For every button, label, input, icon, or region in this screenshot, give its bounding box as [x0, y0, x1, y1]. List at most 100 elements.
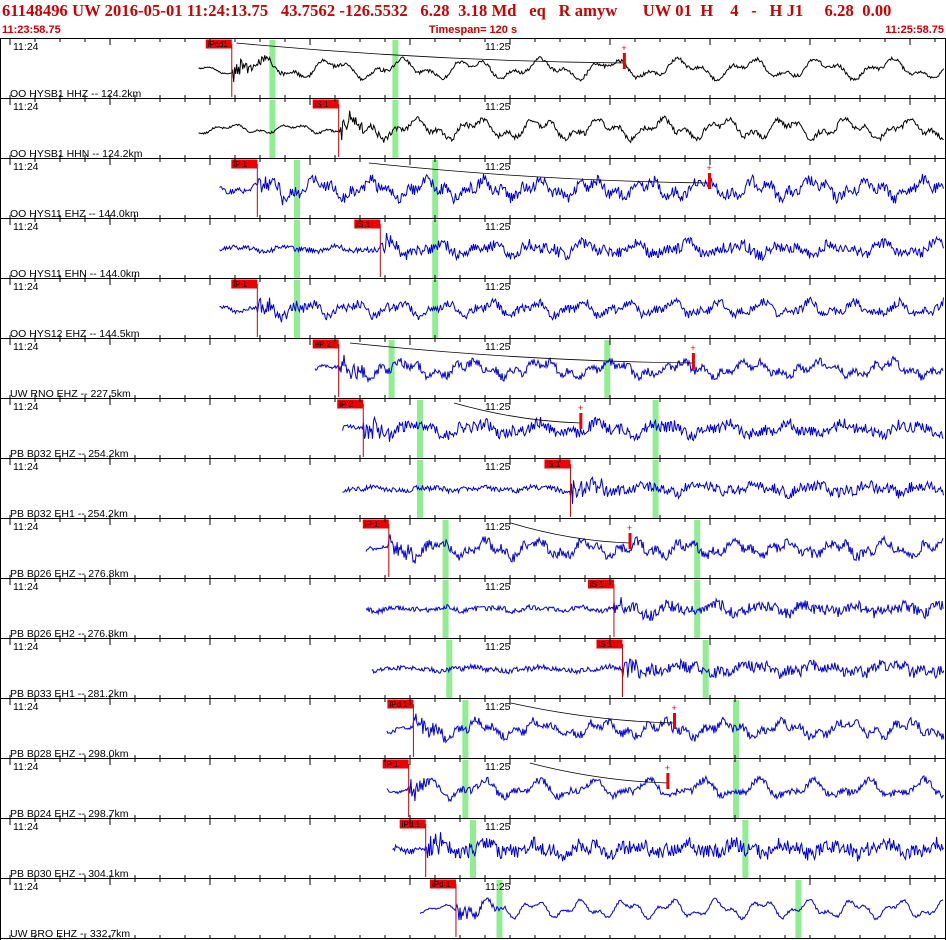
phase-window-marker: [694, 580, 701, 638]
waveform: [371, 657, 945, 680]
phase-pick-label: iP 1: [233, 160, 247, 169]
waveform: [365, 534, 944, 564]
duration-marker[interactable]: [666, 773, 670, 789]
phase-window-marker: [269, 40, 276, 98]
station-label[interactable]: PB B026 EHZ -- 276.8km: [10, 568, 129, 580]
phase-pick-box[interactable]: [362, 519, 389, 529]
station-label[interactable]: OO HYS11 EHN -- 144.0km: [10, 268, 140, 280]
event-summary-title: 61148496 UW 2016-05-01 11:24:13.75 43.75…: [2, 1, 892, 20]
phase-pick-label: iS 1: [590, 580, 604, 589]
phase-pick-box[interactable]: [337, 399, 364, 409]
duration-plus-marker: +: [671, 703, 676, 713]
station-label[interactable]: PB B032 EH1 -- 254.2km: [10, 508, 128, 520]
minute-label: 11:24: [13, 101, 39, 113]
phase-pick-box[interactable]: [387, 699, 414, 709]
phase-window-marker: [462, 760, 469, 818]
station-label[interactable]: OO HYS12 EHZ -- 144.5km: [10, 328, 140, 340]
duration-marker[interactable]: [628, 533, 632, 549]
duration-marker[interactable]: [708, 173, 711, 189]
duration-marker[interactable]: [691, 353, 695, 369]
minute-label: 11:24: [13, 701, 39, 713]
phase-pick-box[interactable]: [205, 39, 232, 49]
trace-row[interactable]: + iP 1 11:24 11:25 OO HYS11 EHZ -- 144.0km: [0, 159, 946, 220]
phase-pick-box[interactable]: [231, 279, 258, 289]
station-label[interactable]: PB B032 EHZ -- 254.2km: [10, 448, 129, 460]
trace-row[interactable]: + iP 1 11:24 11:25 PB B026 EHZ -- 276.8km: [0, 519, 946, 580]
station-label[interactable]: PB B033 EH1 -- 281.2km: [10, 688, 128, 700]
phase-window-marker: [604, 340, 611, 398]
phase-pick-box[interactable]: [399, 819, 426, 829]
minute-label: 11:24: [13, 761, 39, 773]
minute-label: 11:24: [13, 281, 39, 293]
phase-pick-box[interactable]: [587, 579, 614, 589]
phase-window-marker: [294, 280, 300, 338]
duration-plus-marker: +: [578, 403, 583, 413]
waveform: [342, 415, 944, 442]
trace-row[interactable]: iS 1 11:24 11:25 PB B032 EH1 -- 254.2km: [0, 459, 946, 520]
waveform: [219, 173, 944, 206]
phase-pick-box[interactable]: [382, 759, 409, 769]
waveform: [392, 832, 945, 862]
phase-pick-label: iS 1: [315, 100, 329, 109]
phase-window-marker: [269, 100, 276, 158]
minute-label: 11:25: [485, 161, 511, 173]
minute-label: 11:25: [485, 461, 511, 473]
minute-label: 11:24: [13, 161, 39, 173]
station-label[interactable]: OO HYSB1 HHZ -- 124.2km: [10, 88, 142, 100]
phase-pick-label: iP 1: [385, 760, 399, 769]
phase-pick-label: iPd 1: [389, 700, 408, 709]
phase-pick-box[interactable]: [429, 879, 456, 889]
trace-row[interactable]: iS 1 11:24 11:25 PB B026 EH2 -- 276.8km: [0, 579, 946, 640]
station-label[interactable]: UW RNO EHZ -- 227.5km: [10, 388, 131, 400]
station-label[interactable]: UW BRO EHZ -- 332.7km: [10, 928, 130, 940]
station-label[interactable]: OO HYS11 EHZ -- 144.0km: [10, 208, 139, 220]
trace-row[interactable]: iS 1 11:24 11:25 OO HYS11 EHN -- 144.0km: [0, 219, 946, 280]
event-header: 61148496 UW 2016-05-01 11:24:13.75 43.75…: [0, 0, 946, 39]
phase-window-marker: [652, 460, 659, 518]
station-label[interactable]: PB B024 EHZ -- 298.7km: [10, 808, 129, 820]
duration-plus-marker: +: [627, 523, 632, 533]
station-label[interactable]: PB B028 EHZ -- 298.0km: [10, 748, 129, 760]
duration-marker[interactable]: [579, 413, 583, 429]
trace-row[interactable]: iPd 1 11:24 11:25 PB B030 EHZ -- 304.1km: [0, 819, 946, 880]
phase-window-marker: [392, 100, 399, 158]
trace-row[interactable]: + iPcd1 11:24 11:25 OO HYSB1 HHZ -- 124.2km: [0, 39, 946, 100]
trace-row[interactable]: iPd 1 11:24 11:25 UW BRO EHZ -- 332.7km: [0, 879, 946, 940]
duration-plus-marker: +: [707, 163, 712, 173]
phase-window-marker: [442, 520, 449, 578]
waveform: [342, 476, 944, 504]
minute-label: 11:25: [485, 641, 511, 653]
phase-pick-box[interactable]: [544, 459, 571, 469]
trace-row[interactable]: + iPd 1 11:24 11:25 PB B028 EHZ -- 298.0km: [0, 699, 946, 760]
seismogram-panel[interactable]: + iPcd1 11:24 11:25 OO HYSB1 HHZ -- 124.2km i…: [0, 39, 946, 940]
phase-window-marker: [694, 520, 701, 578]
minute-label: 11:25: [485, 521, 511, 533]
waveform: [219, 296, 944, 323]
trace-row[interactable]: iP 1 11:24 11:25 OO HYS12 EHZ -- 144.5km: [0, 279, 946, 340]
trace-row[interactable]: + eP 2 11:24 11:25 UW RNO EHZ -- 227.5km: [0, 339, 946, 400]
trace-row[interactable]: iS 1 11:24 11:25 PB B033 EH1 -- 281.2km: [0, 639, 946, 700]
minute-label: 11:25: [485, 401, 511, 413]
phase-pick-box[interactable]: [596, 639, 623, 649]
duration-marker[interactable]: [672, 713, 676, 729]
station-label[interactable]: PB B030 EHZ -- 304.1km: [10, 868, 129, 880]
seismogram-traces[interactable]: + iPcd1 11:24 11:25 OO HYSB1 HHZ -- 124.2km i…: [0, 39, 946, 940]
phase-pick-label: eP 2: [315, 340, 332, 349]
station-label[interactable]: PB B026 EH2 -- 276.8km: [10, 628, 128, 640]
minute-label: 11:25: [485, 221, 511, 233]
phase-pick-box[interactable]: [312, 99, 339, 109]
phase-pick-box[interactable]: [231, 159, 258, 169]
phase-window-marker: [294, 220, 300, 278]
minute-label: 11:25: [485, 581, 511, 593]
trace-row[interactable]: + iP 1 11:24 11:25 PB B024 EHZ -- 298.7km: [0, 759, 946, 820]
travel-time-curve: [453, 402, 581, 424]
phase-pick-box[interactable]: [312, 339, 339, 349]
phase-pick-label: iP 2: [339, 400, 353, 409]
minute-label: 11:25: [485, 761, 511, 773]
minute-label: 11:24: [13, 641, 39, 653]
phase-pick-box[interactable]: [354, 219, 381, 229]
trace-row[interactable]: + iP 2 11:24 11:25 PB B032 EHZ -- 254.2km: [0, 399, 946, 460]
duration-marker[interactable]: [622, 53, 626, 69]
phase-window-marker: [462, 700, 469, 758]
